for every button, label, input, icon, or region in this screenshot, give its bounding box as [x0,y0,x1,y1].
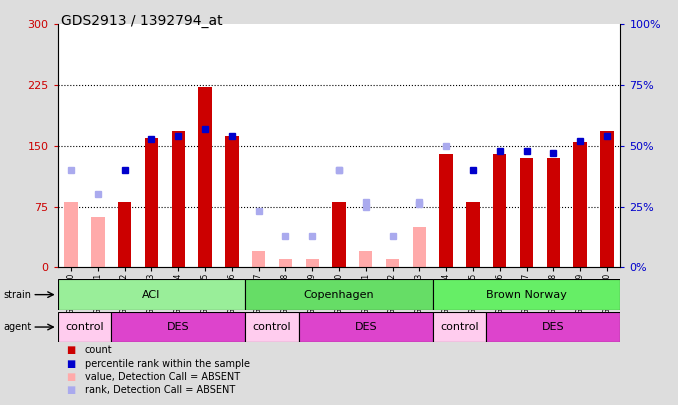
Bar [493,154,506,267]
Bar [520,158,534,267]
Bar [172,131,185,267]
Text: GDS2913 / 1392794_at: GDS2913 / 1392794_at [61,14,222,28]
Bar [252,251,265,267]
Text: percentile rank within the sample: percentile rank within the sample [85,359,250,369]
Text: DES: DES [542,322,565,332]
Text: agent: agent [3,322,32,332]
Text: control: control [65,322,104,332]
Text: ■: ■ [66,359,76,369]
Bar [433,279,620,310]
Bar [439,154,453,267]
Text: control: control [253,322,292,332]
Text: ACI: ACI [142,290,161,300]
Bar [58,279,245,310]
Text: value, Detection Call = ABSENT: value, Detection Call = ABSENT [85,372,240,382]
Bar [299,312,433,342]
Text: strain: strain [3,290,31,300]
Text: control: control [440,322,479,332]
Text: ■: ■ [66,345,76,355]
Text: DES: DES [355,322,377,332]
Bar [574,142,587,267]
Bar [144,138,158,267]
Text: ■: ■ [66,386,76,395]
Bar [64,202,78,267]
Bar [386,259,399,267]
Bar [546,158,560,267]
Bar [279,259,292,267]
Text: Copenhagen: Copenhagen [304,290,374,300]
Bar [486,312,620,342]
Bar [245,279,433,310]
Bar [332,202,346,267]
Bar [58,312,111,342]
Bar [359,251,372,267]
Bar [306,259,319,267]
Text: count: count [85,345,113,355]
Text: DES: DES [167,322,190,332]
Text: rank, Detection Call = ABSENT: rank, Detection Call = ABSENT [85,386,235,395]
Text: Brown Norway: Brown Norway [486,290,567,300]
Bar [118,202,132,267]
Bar [198,87,212,267]
Bar [245,312,299,342]
Bar [433,312,486,342]
Bar [600,131,614,267]
Bar [225,136,239,267]
Bar [91,217,104,267]
Bar [111,312,245,342]
Bar [413,227,426,267]
Bar [466,202,479,267]
Text: ■: ■ [66,372,76,382]
